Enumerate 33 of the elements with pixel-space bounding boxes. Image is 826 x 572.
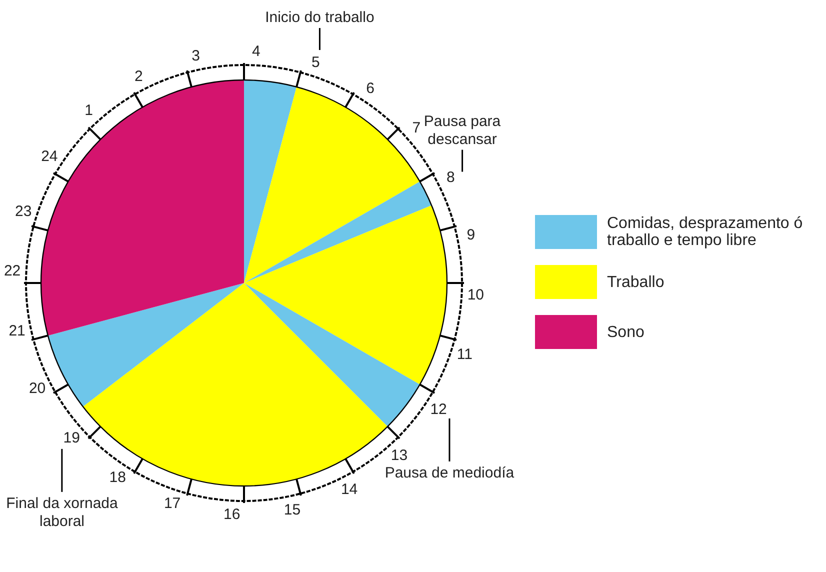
text: Inicio do traballo (265, 8, 374, 26)
text: Final da xornada laboral (6, 494, 118, 530)
text: 13 (390, 446, 408, 464)
text: Pausa para descansar (424, 112, 501, 148)
text: 14 (340, 481, 358, 498)
text: 18 (109, 469, 126, 486)
text: 4 (252, 42, 260, 60)
pie-slice (41, 80, 244, 336)
text: 6 (366, 80, 375, 97)
text: 5 (312, 54, 320, 71)
legend-label: Comidas, desprazamento ó traballo e tempo libre (607, 215, 804, 249)
text: 2 (134, 68, 143, 85)
text: 20 (28, 380, 46, 397)
text: 3 (192, 48, 200, 65)
text: 24 (41, 148, 58, 166)
text: 21 (8, 322, 26, 340)
text: 23 (15, 202, 32, 220)
legend-label: Traballo (607, 274, 664, 290)
text: 22 (4, 262, 21, 280)
text: 11 (456, 346, 472, 364)
text: 17 (164, 495, 181, 512)
text: 7 (412, 119, 421, 136)
legend-label: Sono (607, 324, 644, 340)
text: 15 (284, 501, 301, 518)
text: 12 (430, 400, 447, 418)
text: 8 (446, 169, 455, 186)
pie-slice (48, 283, 244, 407)
text: Pausa de mediodía (384, 464, 514, 482)
text: 9 (466, 226, 476, 244)
text: 16 (224, 506, 240, 524)
text: 10 (467, 286, 484, 304)
text: 19 (63, 430, 80, 447)
text: 1 (84, 102, 93, 120)
